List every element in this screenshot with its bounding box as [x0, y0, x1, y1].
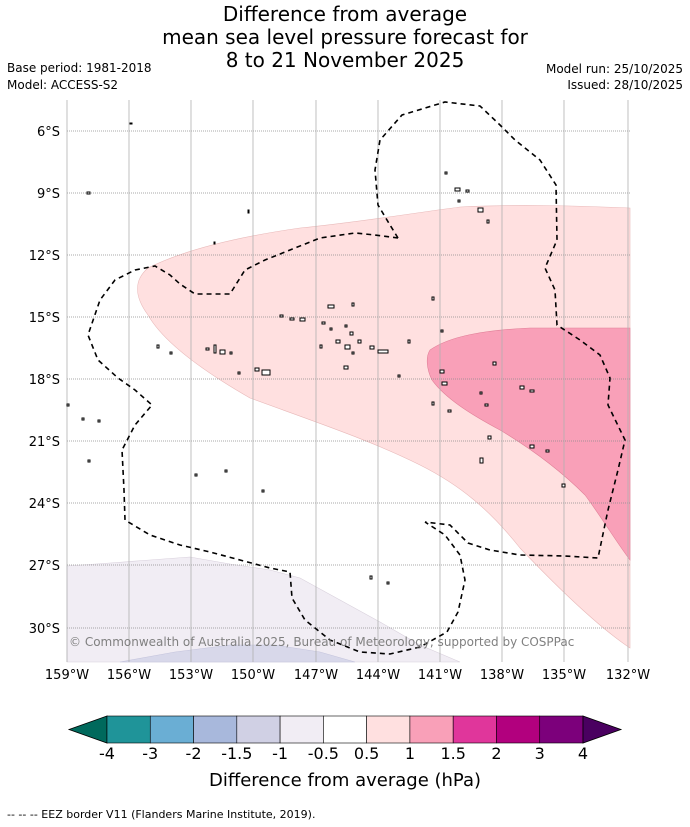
colorbar-tick-label: 2 — [491, 744, 502, 763]
lon-label: 135°W — [542, 668, 586, 683]
anomaly-zone-minus-1-5-to-minus-1 — [119, 644, 356, 663]
lat-label: 9°S — [37, 187, 60, 202]
lon-label: 150°W — [231, 668, 275, 683]
colorbar-tick-label: 1.5 — [440, 744, 466, 763]
anomaly-zone-0-5-to-1 — [137, 205, 631, 649]
copyright-text: © Commonwealth of Australia 2025, Bureau… — [69, 635, 574, 649]
model-run: Model run: 25/10/2025 — [545, 62, 683, 76]
colorbar — [67, 715, 623, 744]
colorbar-tick-label: -1 — [272, 744, 289, 763]
colorbar-swatch — [193, 715, 238, 744]
colorbar-tick-label: -4 — [99, 744, 115, 763]
model-name: Model: ACCESS-S2 — [7, 78, 119, 92]
colorbar-swatch — [539, 715, 584, 744]
islands — [66, 122, 566, 585]
eez-border-french-polynesia — [374, 101, 626, 559]
lat-label: 15°S — [29, 311, 60, 326]
colorbar-tick-label: -3 — [142, 744, 159, 763]
colorbar-swatch — [452, 715, 497, 744]
meridians — [66, 100, 629, 662]
colorbar-title: Difference from average (hPa) — [208, 770, 482, 791]
lon-label: 147°W — [294, 668, 338, 683]
lat-label: 18°S — [29, 373, 60, 388]
anomaly-zone-1-to-1-5 — [426, 327, 631, 561]
lon-label: 156°W — [107, 668, 151, 683]
lat-label: 30°S — [29, 622, 60, 637]
colorbar-tick-label: -1.5 — [221, 744, 253, 763]
colorbar-swatch — [279, 715, 324, 744]
lon-label: 132°W — [606, 668, 650, 683]
eez-border-cook-islands — [87, 232, 466, 655]
colorbar-swatch — [106, 715, 151, 744]
colorbar-tick-label: 4 — [577, 744, 589, 763]
lat-label: 6°S — [37, 125, 60, 140]
lon-label: 138°W — [480, 668, 524, 683]
lon-label: 153°W — [169, 668, 213, 683]
colorbar-tick-label: 0.5 — [353, 744, 380, 763]
colorbar-tick-label: 1 — [404, 744, 415, 763]
issued-date: Issued: 28/10/2025 — [567, 78, 683, 92]
lon-label: 144°W — [356, 668, 400, 683]
colorbar-tick-label: -2 — [185, 744, 202, 763]
colorbar-swatch — [409, 715, 454, 744]
colorbar-swatch — [236, 715, 281, 744]
colorbar-swatch — [149, 715, 194, 744]
latitude-labels: 6°S 9°S 12°S 15°S 18°S 21°S 24°S 27°S 30… — [29, 125, 60, 637]
lat-label: 21°S — [29, 435, 60, 450]
longitude-labels: 159°W 156°W 153°W 150°W 147°W 144°W 141°… — [45, 668, 650, 683]
title-line-2: mean sea level pressure forecast for — [162, 25, 528, 49]
anomaly-zone-minus-1-to-minus-0-5 — [66, 556, 461, 663]
colorbar-tick-label: 3 — [534, 744, 545, 763]
title-line-3: 8 to 21 November 2025 — [225, 48, 465, 72]
lat-label: 27°S — [29, 559, 60, 574]
colorbar-tick-label: -0.5 — [307, 744, 339, 763]
colorbar-low-extension — [67, 715, 108, 744]
lat-label: 12°S — [29, 249, 60, 264]
lon-label: 159°W — [45, 668, 89, 683]
title-line-1: Difference from average — [222, 2, 468, 26]
lat-label: 24°S — [29, 497, 60, 512]
lon-label: 141°W — [418, 668, 462, 683]
colorbar-high-extension — [582, 715, 623, 744]
colorbar-swatch — [323, 715, 367, 744]
colorbar-swatch — [496, 715, 541, 744]
base-period: Base period: 1981-2018 — [7, 61, 152, 75]
colorbar-swatch — [366, 715, 411, 744]
footnote: -- -- -- EEZ border V11 (Flanders Marine… — [7, 808, 316, 821]
